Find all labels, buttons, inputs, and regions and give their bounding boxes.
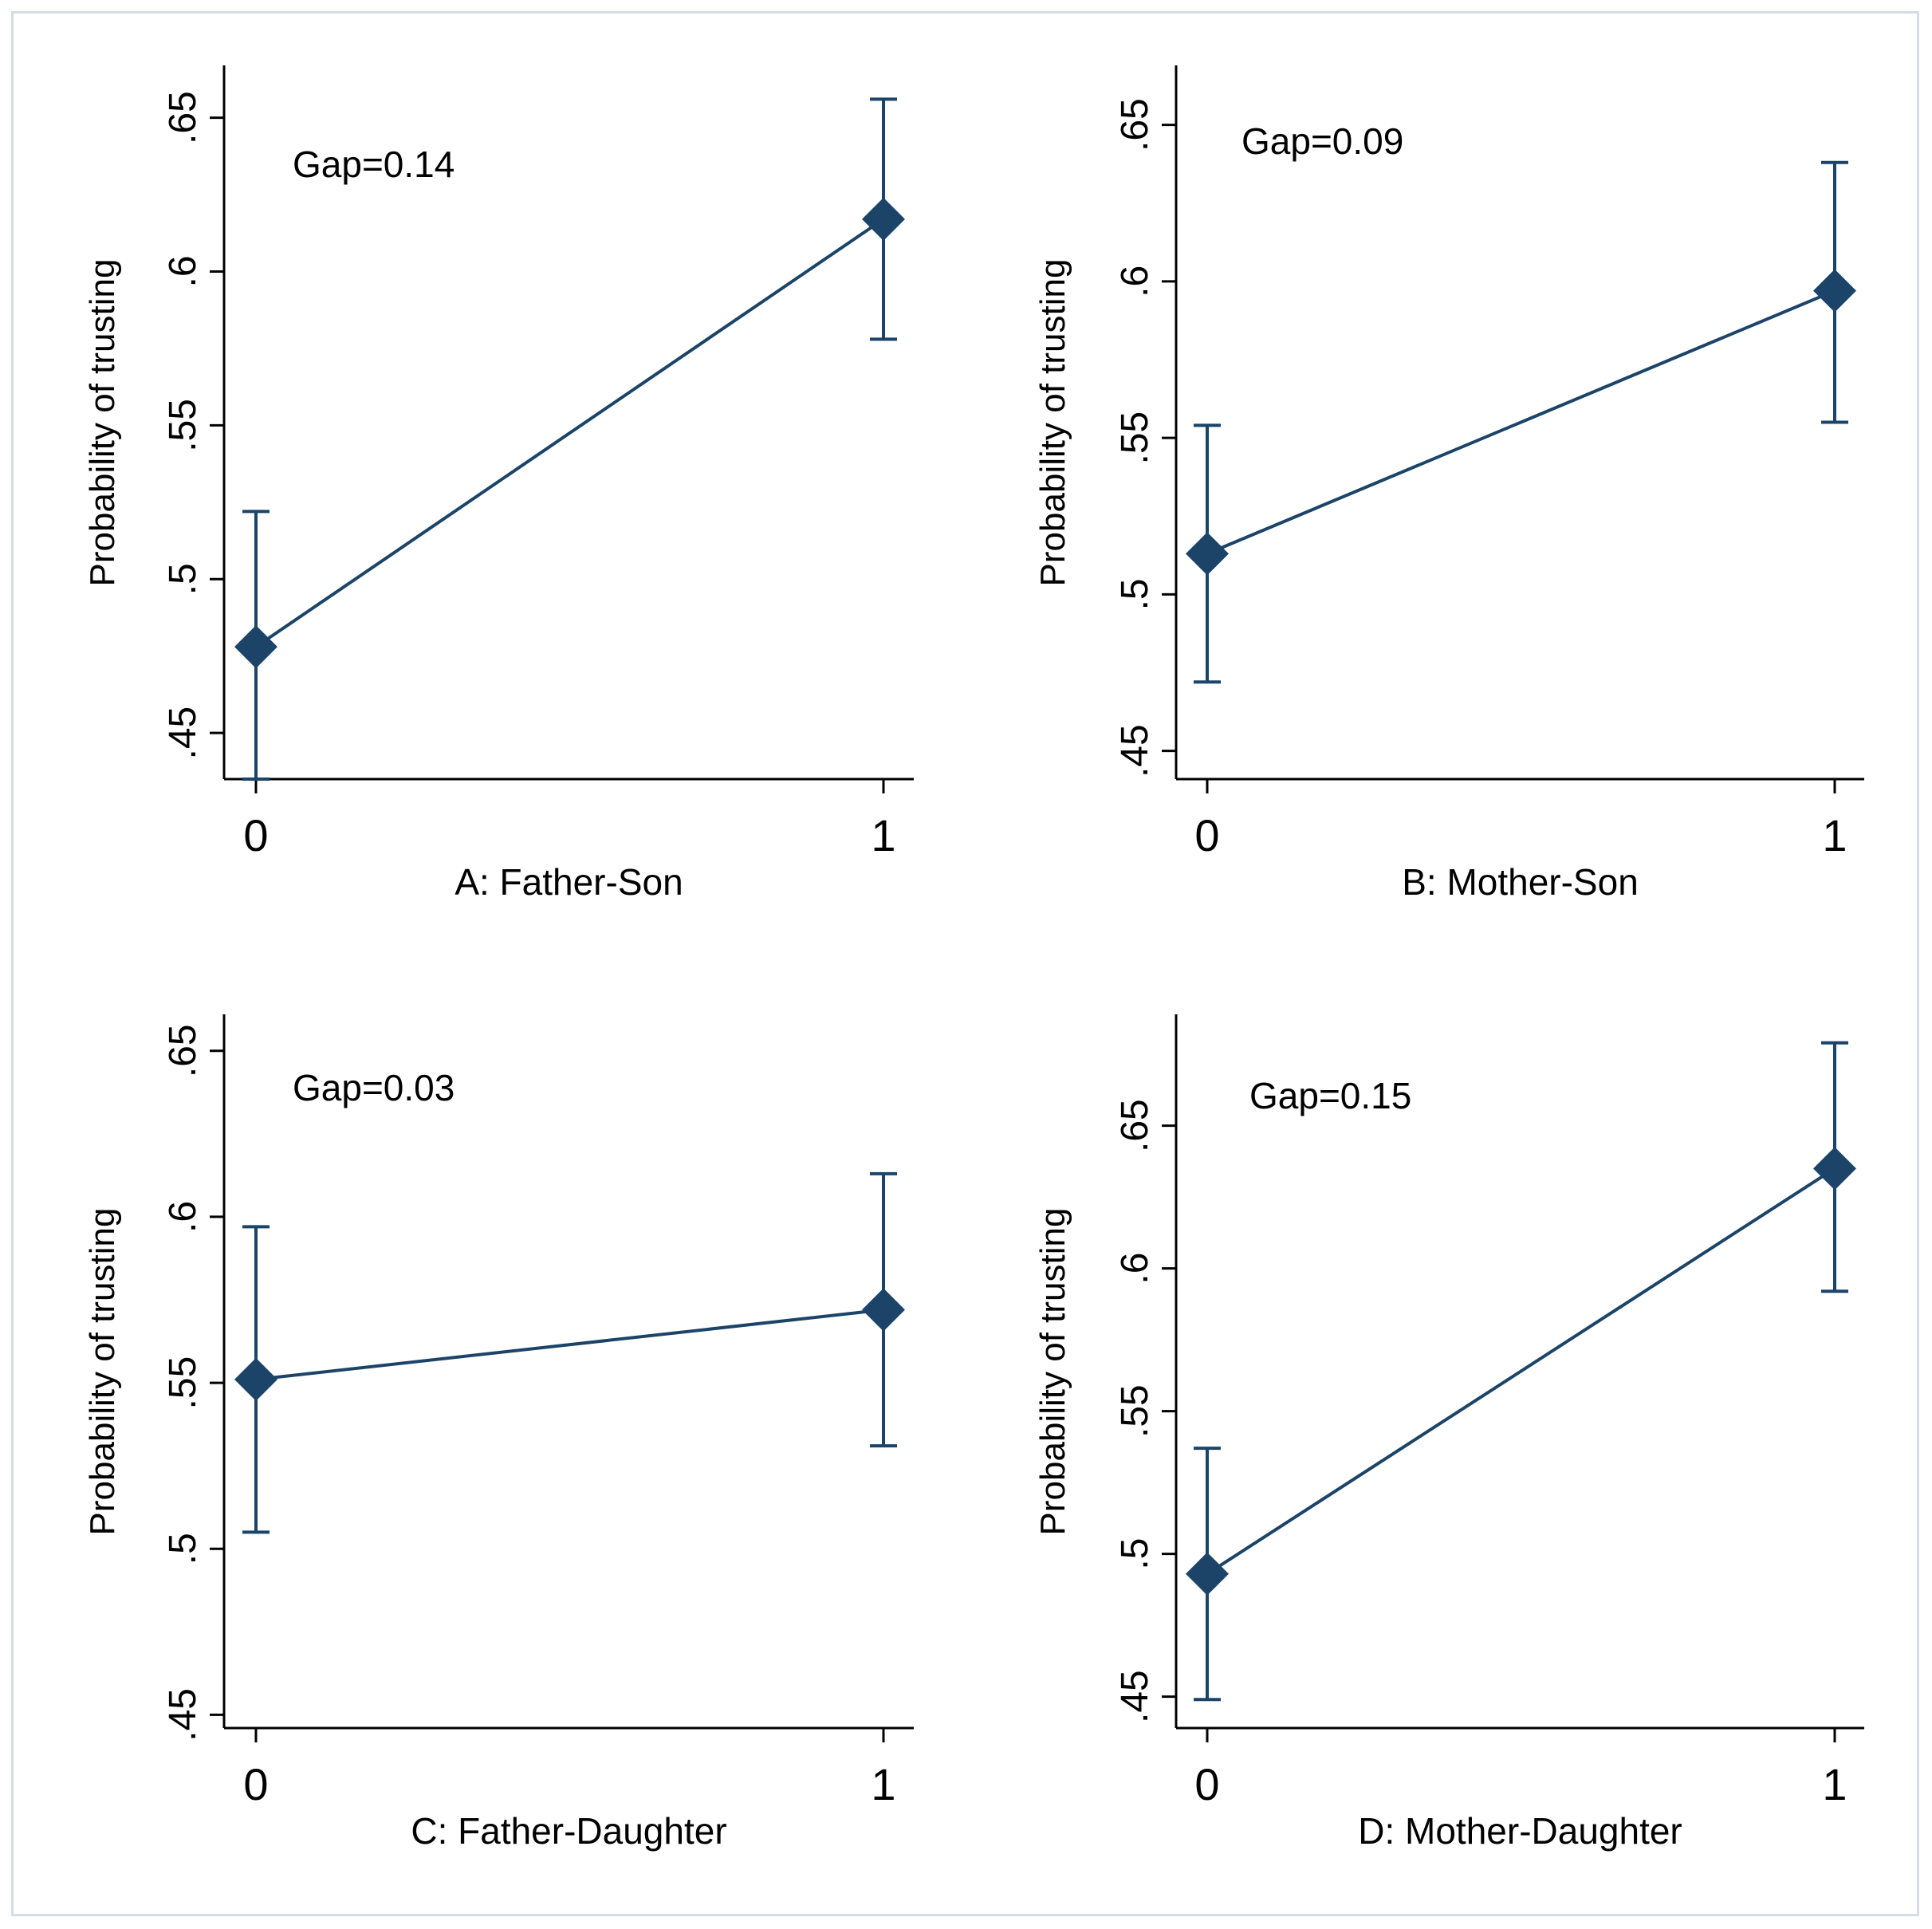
y-tick-label: .45 [1114, 724, 1156, 778]
data-point-diamond [1186, 532, 1229, 576]
y-axis-title: Probability of trusting [83, 1208, 122, 1536]
y-tick-label: .6 [162, 255, 204, 287]
data-point-diamond [1813, 269, 1856, 313]
data-point-diamond [1813, 1147, 1856, 1191]
gap-annotation: Gap=0.03 [293, 1067, 454, 1108]
x-tick-label: 1 [871, 1759, 895, 1809]
x-axis-title: B: Mother-Son [1402, 861, 1639, 903]
panel-c-father-daughter: .45 .5 .55 .6 .65 0 1 Probability of trusting C:… [83, 1014, 914, 1852]
x-axis-title: C: Father-Daughter [411, 1810, 726, 1852]
y-tick-label: .55 [1114, 411, 1156, 465]
y-tick-label: .65 [162, 1024, 204, 1077]
y-tick-label: .65 [1114, 98, 1156, 152]
y-tick-label: .55 [162, 1356, 204, 1410]
x-tick-label: 1 [1822, 1759, 1847, 1809]
y-tick-label: .5 [162, 1533, 204, 1565]
data-point-diamond [862, 197, 905, 241]
data-point-diamond [862, 1288, 905, 1332]
y-tick-label: .45 [162, 707, 204, 760]
y-tick-label: .45 [162, 1688, 204, 1742]
y-axis-title: Probability of trusting [1033, 259, 1072, 587]
panel-a-father-son: .45 .5 .55 .6 .65 0 1 Probability of trusting A:… [83, 65, 914, 903]
y-tick-label: .6 [1114, 266, 1156, 297]
panel-b-mother-son: .45 .5 .55 .6 .65 0 1 Probability of trusting B:… [1033, 65, 1864, 903]
series-line [254, 218, 885, 648]
x-tick-label: 0 [243, 1759, 268, 1809]
y-tick-label: .5 [1114, 578, 1156, 610]
y-tick-label: .55 [1114, 1384, 1156, 1438]
gap-annotation: Gap=0.14 [293, 144, 454, 185]
panel-d-mother-daughter: .45 .5 .55 .6 .65 0 1 Probability of trusting D:… [1033, 1014, 1864, 1852]
x-tick-label: 0 [243, 810, 268, 860]
x-tick-label: 1 [1822, 810, 1847, 860]
data-point-diamond [1186, 1552, 1229, 1596]
y-tick-label: .6 [162, 1201, 204, 1233]
x-axis-title: A: Father-Son [454, 861, 683, 903]
data-point-diamond [234, 1357, 277, 1401]
y-tick-label: .6 [1114, 1253, 1156, 1285]
y-tick-label: .65 [1114, 1099, 1156, 1152]
x-axis-title: D: Mother-Daughter [1358, 1810, 1682, 1852]
gap-annotation: Gap=0.15 [1249, 1075, 1411, 1116]
y-tick-label: .65 [162, 91, 204, 144]
gap-annotation: Gap=0.09 [1241, 120, 1403, 162]
y-tick-label: .55 [162, 399, 204, 452]
x-tick-label: 0 [1194, 810, 1219, 860]
y-tick-label: .45 [1114, 1670, 1156, 1723]
y-axis-title: Probability of trusting [83, 259, 122, 587]
x-tick-label: 0 [1194, 1759, 1219, 1809]
y-tick-label: .5 [162, 563, 204, 595]
y-axis-title: Probability of trusting [1033, 1208, 1072, 1536]
series-line [1206, 1167, 1836, 1576]
series-line [1206, 289, 1836, 556]
y-tick-label: .5 [1114, 1538, 1156, 1570]
x-tick-label: 1 [871, 810, 895, 860]
data-point-diamond [234, 625, 277, 669]
series-line [255, 1308, 884, 1381]
